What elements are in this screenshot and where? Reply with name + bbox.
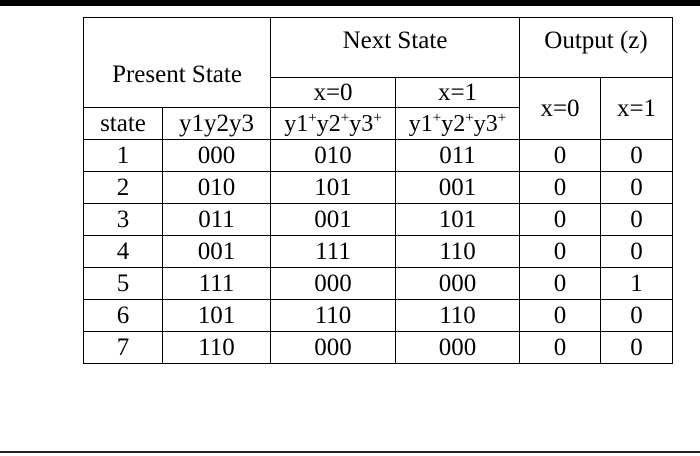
next-state-x1-header: x=1	[395, 77, 520, 108]
present-state-header: Present State	[83, 17, 271, 108]
next-code-x0-header: y1+y2+y3+	[270, 107, 396, 140]
state-table-body: Present State Next State Output (z) x=0 …	[83, 17, 674, 364]
state-cell: 2	[83, 171, 163, 204]
table-row: 3 011 001 101 0 0	[83, 203, 674, 236]
output-x0-header: x=0	[519, 77, 601, 140]
next-state-x1-cell: 001	[395, 171, 520, 204]
present-code-cell: 000	[162, 139, 271, 172]
table-row: 7 110 000 000 0 0	[83, 331, 674, 364]
table-row: 1 000 010 011 0 0	[83, 139, 674, 172]
state-cell: 5	[83, 267, 163, 300]
output-x1-cell: 0	[599, 235, 674, 268]
output-x0-cell: 0	[519, 139, 601, 172]
next-state-x0-header: x=0	[270, 77, 396, 108]
next-code-x1-header: y1+y2+y3+	[395, 107, 520, 140]
output-x1-header: x=1	[599, 77, 674, 140]
next-state-x1-cell: 000	[395, 267, 520, 300]
state-cell: 3	[83, 203, 163, 236]
present-code-cell: 111	[162, 267, 271, 300]
present-code-cell: 110	[162, 331, 271, 364]
output-x0-cell: 0	[519, 267, 601, 300]
next-state-x1-cell: 011	[395, 139, 520, 172]
present-code-cell: 010	[162, 171, 271, 204]
output-x0-cell: 0	[519, 235, 601, 268]
output-x1-cell: 0	[599, 139, 674, 172]
output-x0-cell: 0	[519, 171, 601, 204]
next-state-x1-cell: 101	[395, 203, 520, 236]
next-code-x0-label: y1+y2+y3+	[284, 110, 382, 137]
output-x1-cell: 0	[599, 299, 674, 332]
table-row: 5 111 000 000 0 1	[83, 267, 674, 300]
state-cell: 7	[83, 331, 163, 364]
output-x0-cell: 0	[519, 331, 601, 364]
output-x1-cell: 0	[599, 331, 674, 364]
next-state-x0-cell: 010	[270, 139, 396, 172]
present-code-cell: 101	[162, 299, 271, 332]
next-state-x1-cell: 110	[395, 235, 520, 268]
next-state-x0-cell: 000	[270, 267, 396, 300]
state-cell: 1	[83, 139, 163, 172]
state-cell: 4	[83, 235, 163, 268]
next-code-x1-label: y1+y2+y3+	[408, 110, 507, 137]
output-x0-cell: 0	[519, 203, 601, 236]
next-state-x0-cell: 110	[270, 299, 396, 332]
next-state-x0-cell: 111	[270, 235, 396, 268]
output-x1-cell: 0	[599, 171, 674, 204]
next-state-x0-cell: 001	[270, 203, 396, 236]
table-row: 4 001 111 110 0 0	[83, 235, 674, 268]
next-state-x1-cell: 110	[395, 299, 520, 332]
present-code-cell: 001	[162, 235, 271, 268]
state-column-header: state	[83, 107, 163, 140]
output-header: Output (z)	[518, 17, 674, 78]
header-row-groups: Present State Next State Output (z)	[83, 17, 674, 108]
state-cell: 6	[83, 299, 163, 332]
next-state-x1-cell: 000	[395, 331, 520, 364]
output-x0-cell: 0	[519, 299, 601, 332]
output-x1-cell: 0	[599, 203, 674, 236]
table-row: 2 010 101 001 0 0	[83, 171, 674, 204]
top-border-bar	[0, 0, 700, 6]
bottom-divider	[0, 451, 700, 453]
next-state-x0-cell: 101	[270, 171, 396, 204]
next-state-x0-cell: 000	[270, 331, 396, 364]
output-x1-cell: 1	[599, 267, 674, 300]
next-state-header: Next State	[270, 17, 520, 78]
present-code-column-header: y1y2y3	[162, 107, 271, 140]
state-table: Present State Next State Output (z) x=0 …	[83, 17, 674, 364]
present-code-cell: 011	[162, 203, 271, 236]
